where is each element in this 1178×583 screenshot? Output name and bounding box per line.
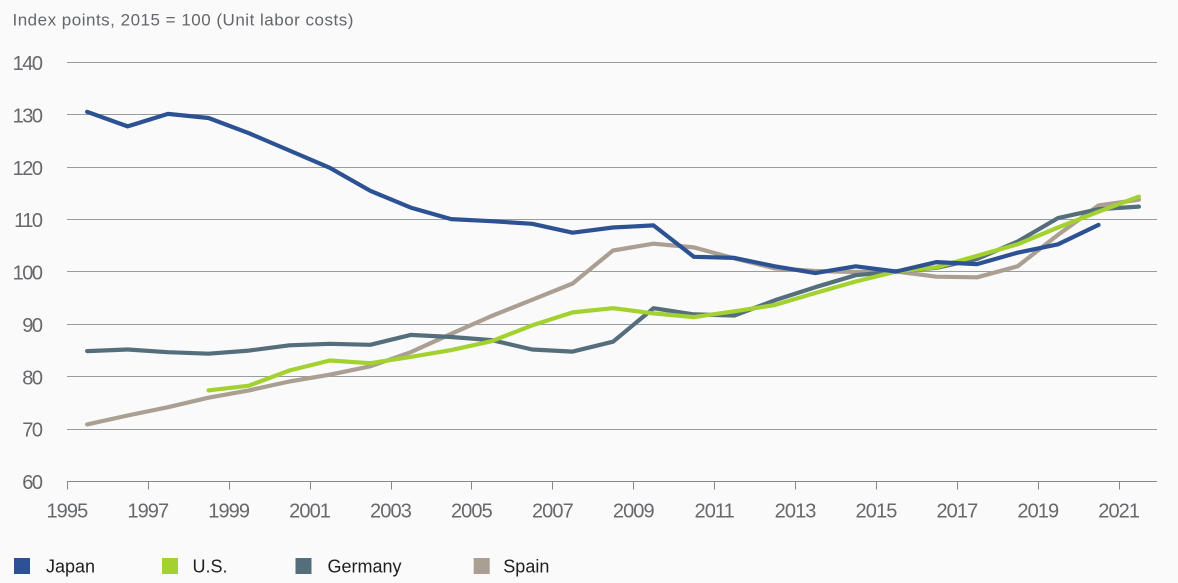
svg-text:80: 80 bbox=[22, 367, 43, 389]
svg-text:2001: 2001 bbox=[289, 501, 331, 523]
svg-text:2013: 2013 bbox=[775, 501, 817, 523]
svg-text:100: 100 bbox=[13, 263, 43, 285]
svg-text:1999: 1999 bbox=[208, 501, 250, 523]
svg-text:1997: 1997 bbox=[127, 501, 169, 523]
svg-text:120: 120 bbox=[13, 158, 43, 180]
svg-text:2021: 2021 bbox=[1098, 501, 1140, 523]
svg-text:2009: 2009 bbox=[613, 501, 655, 523]
svg-text:130: 130 bbox=[13, 105, 43, 127]
svg-text:Germany: Germany bbox=[328, 557, 402, 577]
svg-text:2005: 2005 bbox=[451, 501, 493, 523]
svg-text:1995: 1995 bbox=[46, 501, 88, 523]
svg-text:60: 60 bbox=[22, 472, 43, 494]
svg-text:Index points, 2015 = 100 (Unit: Index points, 2015 = 100 (Unit labor cos… bbox=[13, 11, 354, 30]
svg-text:2003: 2003 bbox=[370, 501, 412, 523]
svg-text:110: 110 bbox=[14, 210, 43, 232]
svg-text:2019: 2019 bbox=[1017, 501, 1059, 523]
svg-text:2017: 2017 bbox=[936, 501, 978, 523]
svg-text:140: 140 bbox=[13, 53, 43, 75]
svg-text:2007: 2007 bbox=[532, 501, 574, 523]
svg-text:90: 90 bbox=[22, 315, 43, 337]
svg-text:70: 70 bbox=[22, 420, 43, 442]
svg-text:Spain: Spain bbox=[503, 557, 549, 577]
svg-text:U.S.: U.S. bbox=[193, 557, 228, 577]
svg-text:2015: 2015 bbox=[856, 501, 898, 523]
svg-text:Japan: Japan bbox=[46, 557, 95, 577]
svg-text:2011: 2011 bbox=[694, 501, 734, 523]
